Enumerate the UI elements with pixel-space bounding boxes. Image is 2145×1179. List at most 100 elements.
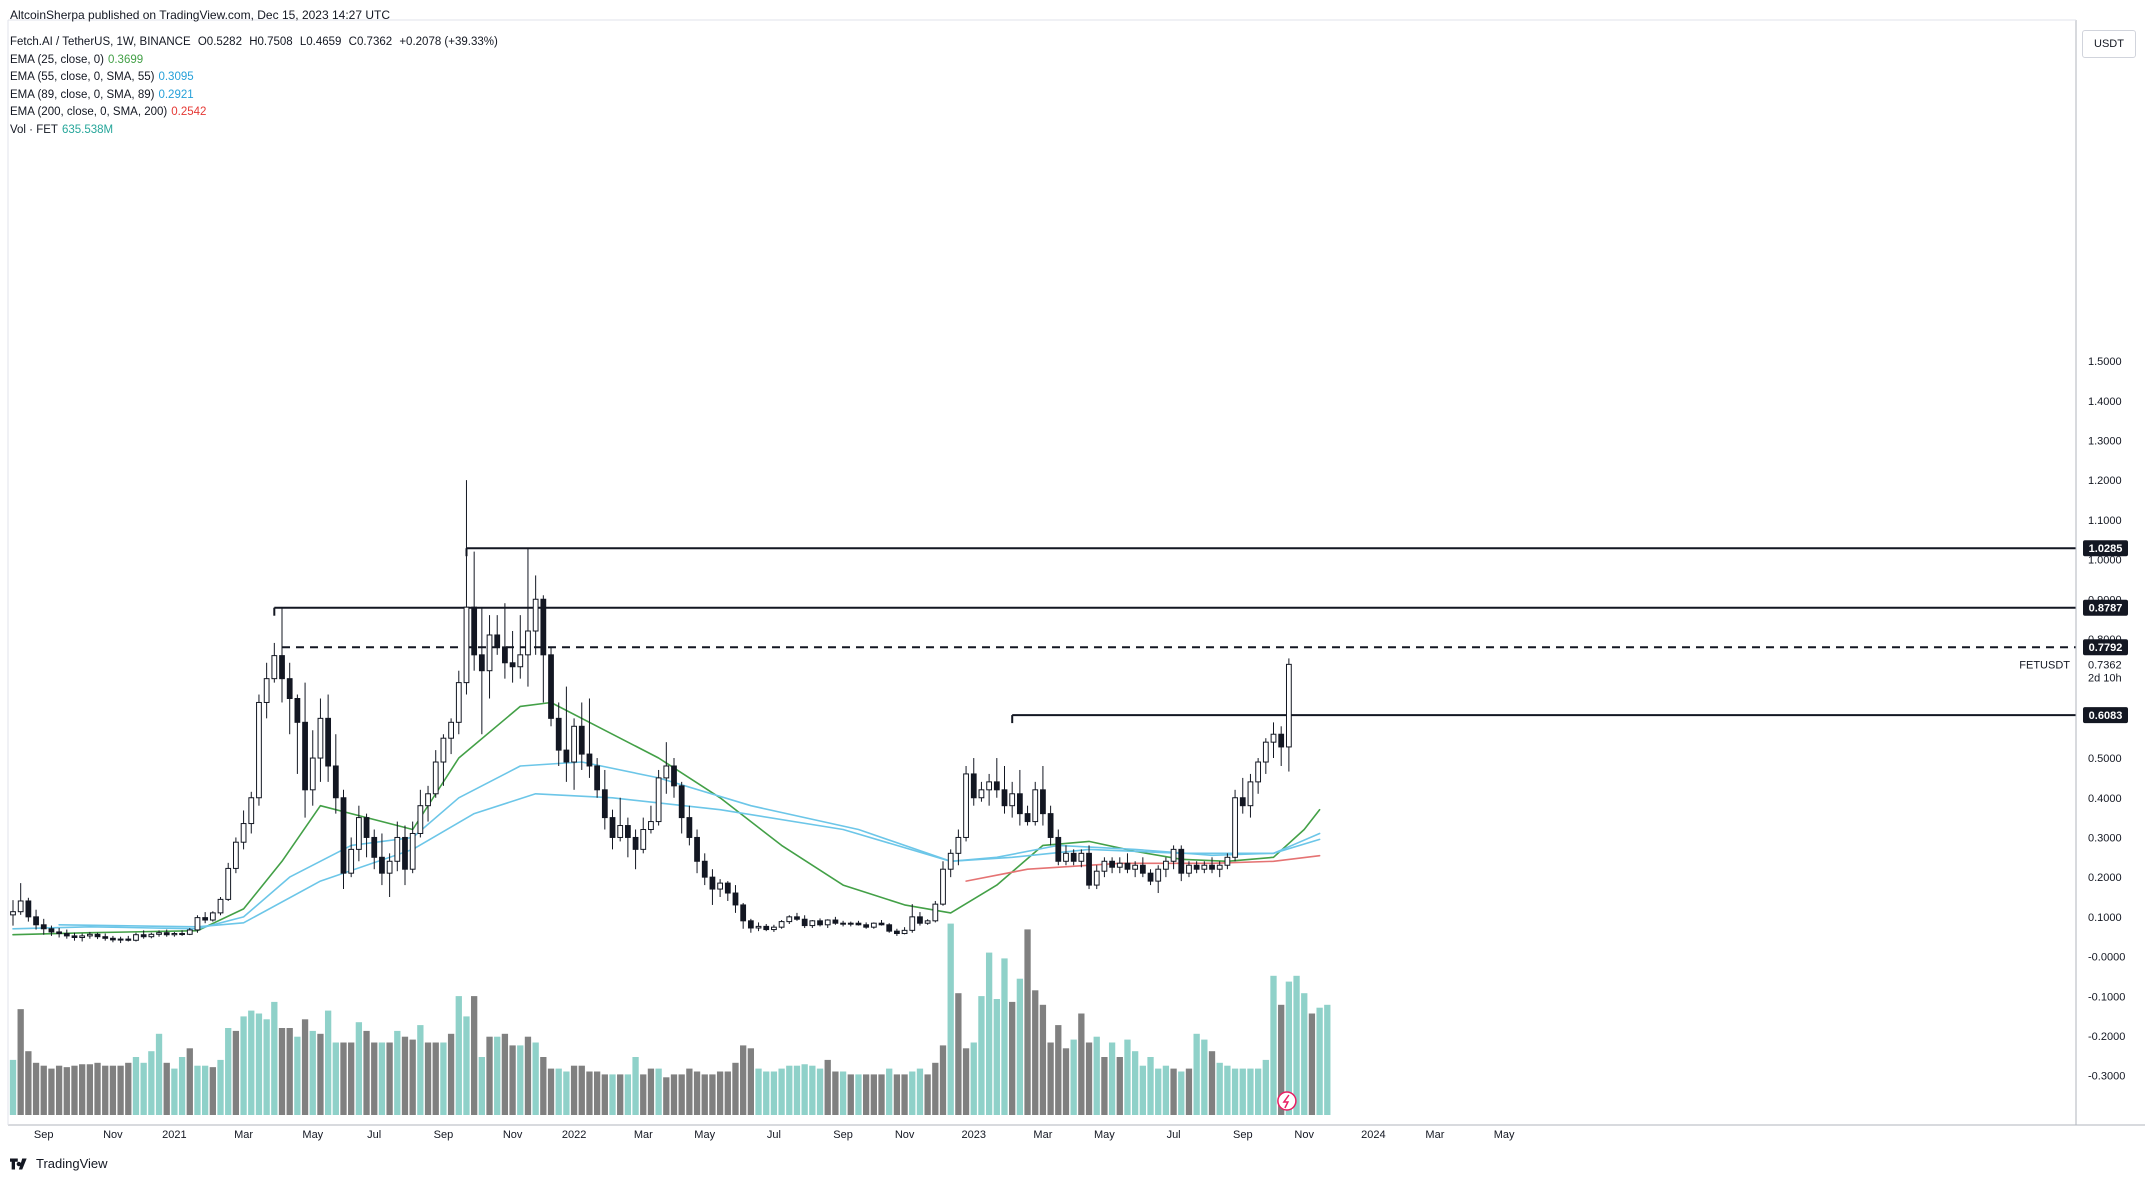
candle-body	[540, 598, 547, 656]
candle-body	[94, 933, 101, 938]
volume-bar	[1247, 1068, 1254, 1115]
volume-bar	[1001, 958, 1008, 1115]
candle-body	[478, 654, 485, 672]
volume-bar	[471, 996, 478, 1115]
candle-body	[840, 922, 846, 925]
candle-body	[678, 785, 685, 819]
volume-bar	[371, 1042, 378, 1115]
volume-bar	[647, 1068, 655, 1115]
volume-bar	[1147, 1057, 1154, 1115]
candle-body	[432, 761, 439, 795]
volume-bar	[593, 1071, 601, 1115]
level-lines-layer[interactable]	[273, 547, 2076, 724]
footer-brand: TradingView	[10, 1156, 108, 1171]
candle-body	[1147, 872, 1154, 882]
legend-ema200[interactable]: EMA (200, close, 0, SMA, 200) 0.2542	[10, 104, 498, 122]
volume-bar	[248, 1010, 255, 1115]
volume-bar	[1216, 1062, 1223, 1115]
legend-ema89[interactable]: EMA (89, close, 0, SMA, 89) 0.2921	[10, 87, 498, 105]
candle-body	[1086, 852, 1092, 886]
volume-bar	[494, 1036, 501, 1115]
candle-body	[125, 938, 132, 941]
x-tick-label: Mar	[1425, 1129, 1444, 1141]
candle-body	[1239, 797, 1246, 807]
volume-bar	[148, 1051, 155, 1115]
currency-button[interactable]: USDT	[2082, 30, 2136, 58]
volume-bar	[716, 1071, 724, 1115]
candle-body	[1055, 836, 1062, 862]
y-tick-label: 0.5000	[2088, 753, 2122, 765]
y-tick-label: 0.4000	[2088, 793, 2122, 805]
volume-bar	[886, 1068, 893, 1115]
y-tick-label: 0.2000	[2088, 872, 2122, 884]
candle-body	[140, 934, 147, 938]
candle-body	[532, 598, 539, 632]
volume-bar	[378, 1042, 386, 1115]
volume-bar	[409, 1039, 416, 1115]
y-tick-label: -0.2000	[2088, 1031, 2125, 1043]
volume-bar	[186, 1048, 193, 1115]
volume-bar	[809, 1065, 816, 1115]
candle-body	[1101, 860, 1108, 872]
legend-value: 0.2921	[158, 88, 194, 101]
volume-bar	[524, 1036, 532, 1115]
y-tick-label: 1.0000	[2088, 555, 2122, 567]
candle-body	[663, 765, 670, 779]
y-tick-label: -0.3000	[2088, 1071, 2125, 1083]
volume-bar	[309, 1030, 316, 1115]
candle-body	[302, 721, 308, 791]
volume-bar	[1093, 1036, 1100, 1115]
candle-body	[978, 789, 985, 799]
ema55-line	[12, 761, 1321, 930]
event-marker-icon	[1277, 1091, 1297, 1111]
x-tick-label: Mar	[234, 1129, 253, 1141]
volume-bar	[555, 1068, 562, 1115]
volume-bar	[1185, 1068, 1193, 1115]
ohlc-close: C0.7362	[348, 36, 393, 48]
candle-body	[494, 634, 501, 648]
candle-body	[717, 882, 723, 890]
volume-bar	[547, 1068, 555, 1115]
candle-body	[755, 925, 762, 929]
volume-bar	[747, 1048, 754, 1115]
x-tick-label: May	[302, 1129, 323, 1141]
volume-bar	[862, 1074, 870, 1115]
volume-bar	[240, 1016, 247, 1115]
volume-bar	[1285, 981, 1293, 1115]
legend-ema25[interactable]: EMA (25, close, 0) 0.3699	[10, 52, 498, 70]
legend-volume[interactable]: Vol · FET 635.538M	[10, 122, 498, 140]
volume-bar	[540, 1057, 547, 1115]
volume-bar	[740, 1045, 747, 1115]
volume-bar	[332, 1042, 339, 1115]
volume-bar	[693, 1071, 701, 1115]
volume-layer	[9, 923, 1331, 1115]
volume-bar	[640, 1074, 647, 1115]
level-price-tag	[2083, 639, 2128, 656]
x-tick-label: Nov	[1294, 1129, 1314, 1141]
volume-bar	[1032, 990, 1039, 1115]
ema25-line	[12, 701, 1321, 936]
volume-bar	[155, 1033, 163, 1115]
volume-bar	[732, 1062, 739, 1115]
volume-bar	[1062, 1048, 1070, 1115]
candle-body	[617, 825, 624, 838]
candle-body	[409, 832, 416, 870]
candle-body	[940, 868, 946, 905]
volume-bar	[1301, 993, 1308, 1115]
legend-ema55[interactable]: EMA (55, close, 0, SMA, 55) 0.3095	[10, 69, 498, 87]
candle-body	[156, 932, 162, 935]
candle-body	[163, 932, 170, 936]
volume-bar	[117, 1065, 124, 1115]
candle-body	[955, 836, 962, 854]
legend-label: Vol · FET	[10, 123, 58, 136]
x-tick-label: Mar	[634, 1129, 653, 1141]
y-tick-label: 1.2000	[2088, 475, 2122, 487]
x-tick-label: Sep	[833, 1129, 853, 1141]
candle-body	[1232, 797, 1238, 858]
ema-layer	[12, 701, 1321, 936]
candle-body	[386, 860, 393, 874]
volume-bar	[601, 1074, 608, 1115]
volume-bar	[1047, 1042, 1054, 1115]
candle-body	[732, 892, 739, 906]
